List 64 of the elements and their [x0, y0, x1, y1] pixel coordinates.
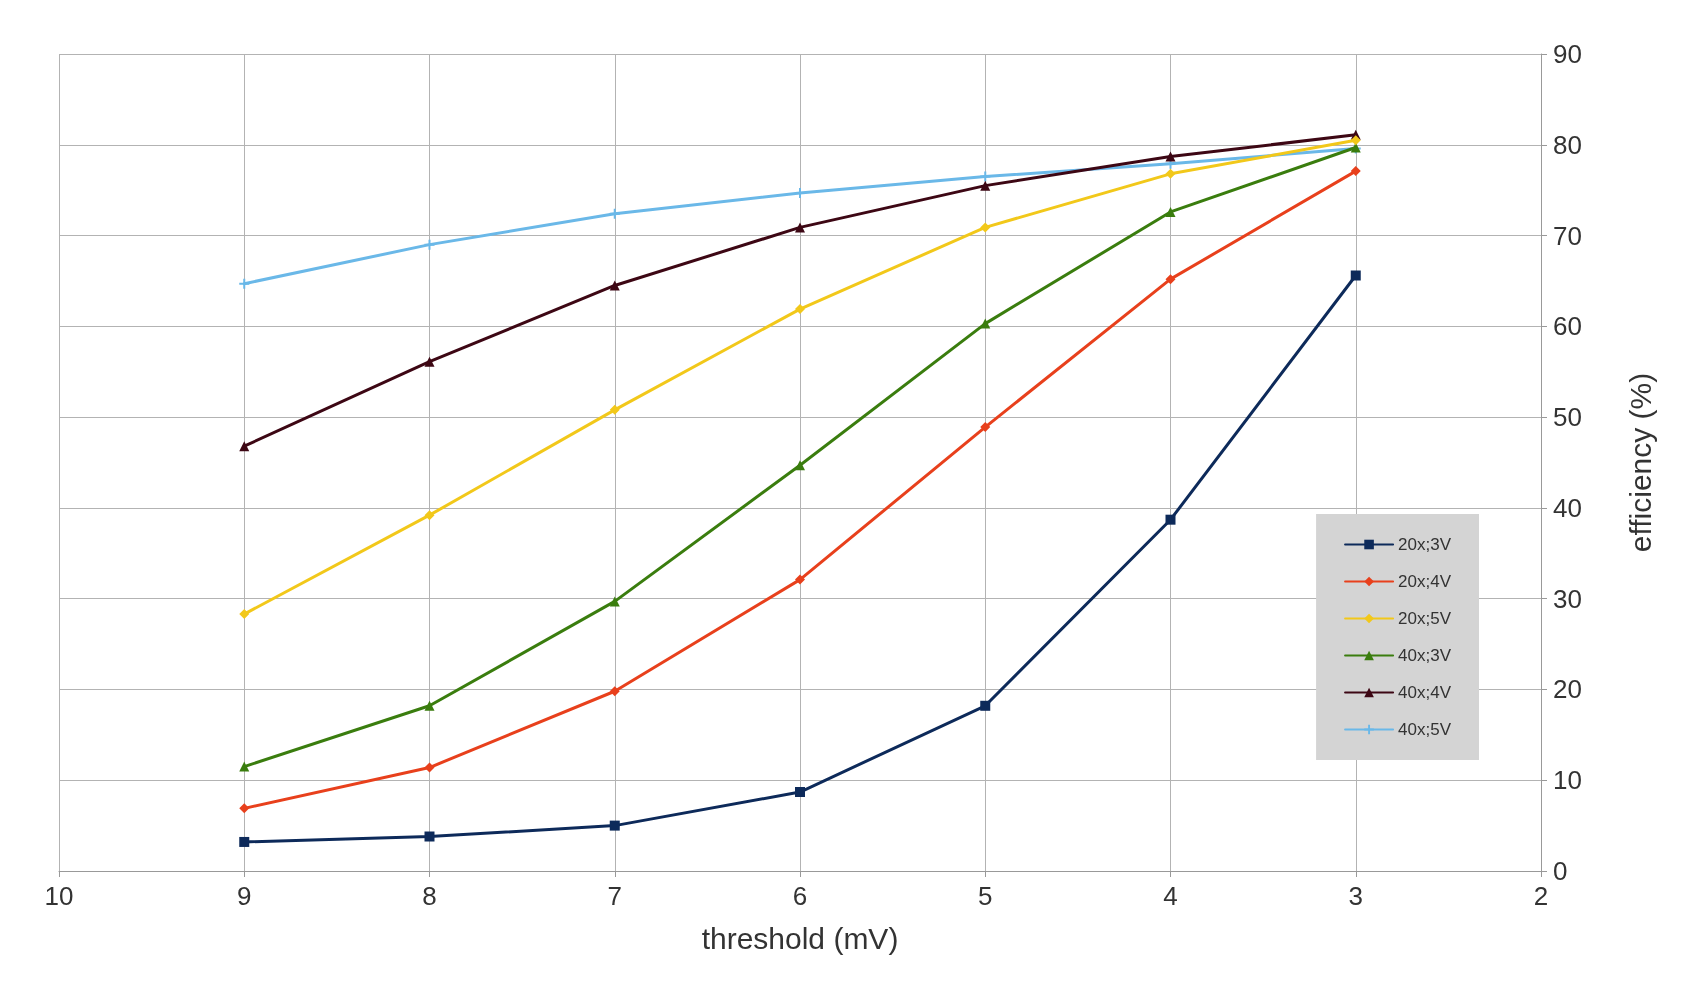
point — [1165, 274, 1176, 285]
point — [609, 404, 620, 415]
y-tick-label: 10 — [1553, 765, 1582, 796]
point — [239, 609, 250, 620]
legend-label: 20x;3V — [1398, 535, 1452, 554]
legend-label: 20x;4V — [1398, 572, 1452, 591]
x-axis-title: threshold (mV) — [701, 921, 899, 955]
point — [980, 318, 991, 329]
point — [424, 831, 435, 842]
y-tick-label: 20 — [1553, 674, 1582, 705]
point — [609, 596, 620, 607]
point — [609, 208, 620, 219]
point — [239, 441, 250, 452]
point — [609, 686, 620, 697]
point — [1165, 168, 1176, 179]
point — [980, 422, 991, 433]
point — [980, 222, 991, 233]
legend-label: 40x;5V — [1398, 720, 1452, 739]
point — [609, 280, 620, 291]
point — [239, 836, 250, 847]
point — [795, 222, 805, 233]
point — [980, 180, 991, 191]
point — [795, 460, 805, 471]
legend-label: 40x;3V — [1398, 646, 1452, 665]
point — [424, 700, 435, 711]
point — [424, 762, 435, 773]
y-axis-title: efficiency (%) — [1623, 372, 1657, 553]
point — [239, 761, 250, 772]
y-tick-label: 30 — [1553, 583, 1582, 614]
point — [795, 787, 805, 798]
point — [1165, 206, 1176, 217]
x-tick-label: 2 — [1533, 881, 1549, 911]
x-tick-label: 4 — [1163, 881, 1178, 911]
x-tick-label: 8 — [422, 881, 437, 911]
point — [795, 304, 805, 315]
point — [1350, 270, 1361, 281]
x-tick-label: 5 — [978, 881, 993, 911]
y-tick-label: 70 — [1553, 220, 1582, 251]
point — [424, 510, 435, 521]
x-tick-label: 3 — [1348, 881, 1363, 911]
legend-label: 20x;5V — [1398, 609, 1452, 628]
y-tick-label: 40 — [1553, 492, 1582, 523]
point — [424, 239, 435, 250]
y-tick-label: 0 — [1553, 856, 1568, 886]
point — [239, 278, 250, 289]
x-tick-label: 7 — [607, 881, 622, 911]
point — [424, 356, 435, 367]
y-tick-label: 90 — [1553, 39, 1582, 69]
point — [1350, 166, 1361, 177]
point — [1350, 135, 1361, 146]
point — [795, 574, 805, 585]
x-tick-label: 6 — [792, 881, 808, 911]
point — [1165, 514, 1176, 525]
x-tick-label: 10 — [44, 881, 74, 911]
point — [980, 700, 991, 711]
point — [239, 803, 250, 814]
point — [980, 171, 991, 182]
y-tick-label: 60 — [1553, 311, 1582, 342]
point — [609, 820, 620, 831]
y-tick-label: 50 — [1553, 402, 1582, 433]
y-tick-label: 80 — [1553, 129, 1582, 160]
x-tick-label: 9 — [237, 881, 252, 911]
point — [1165, 151, 1176, 162]
legend-label: 40x;4V — [1398, 683, 1452, 702]
